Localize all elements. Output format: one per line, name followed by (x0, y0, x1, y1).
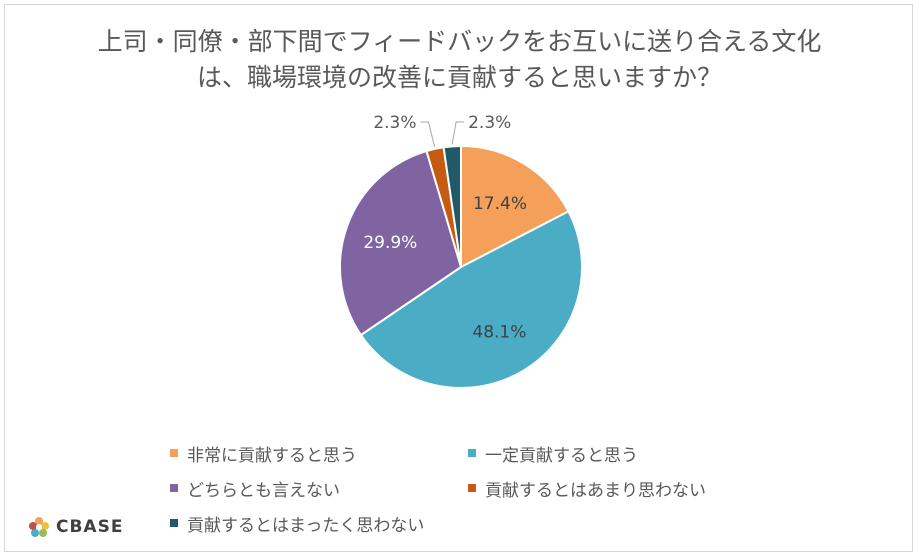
legend-label: どちらとも言えない (187, 480, 340, 501)
logo-text: CBASE (56, 517, 124, 537)
legend-item-neither: どちらとも言えない (170, 475, 340, 501)
cbase-logo-icon (29, 517, 49, 537)
legend-label: 貢献するとはあまり思わない (485, 480, 706, 501)
slice-not-at-all (442, 144, 462, 268)
slice-neither (339, 149, 463, 337)
cbase-logo: CBASE (28, 516, 123, 538)
legend-swatch (468, 449, 476, 457)
data-label-neither: 29.9% (363, 233, 417, 253)
chart-title-line-2: は、職場環境の改善に貢献すると思いますか？ (196, 63, 722, 92)
chart-title: 上司・同僚・部下間でフィードバックをお互いに送り合える文化 は、職場環境の改善に… (0, 24, 919, 96)
data-label-not-at-all: 2.3% (468, 113, 511, 133)
leader-line-not-at-all (451, 121, 465, 145)
slice-very-contribute (460, 144, 570, 269)
leader-line-not-much (420, 121, 436, 147)
legend-item-very-contribute: 非常に貢献すると思う (170, 440, 357, 466)
data-label-somewhat-contribute: 48.1% (472, 322, 526, 342)
legend-swatch (170, 449, 178, 457)
legend-label: 一定貢献すると思う (485, 445, 638, 466)
legend-label: 非常に貢献すると思う (187, 445, 357, 466)
legend-item-not-much: 貢献するとはあまり思わない (468, 475, 706, 501)
data-label-not-much: 2.3% (373, 113, 416, 133)
legend-swatch (170, 519, 178, 527)
chart-title-line-1: 上司・同僚・部下間でフィードバックをお互いに送り合える文化 (97, 27, 822, 56)
legend-swatch (468, 484, 476, 492)
slice-somewhat-contribute (359, 210, 583, 389)
legend-label: 貢献するとはまったく思わない (187, 515, 425, 536)
legend-swatch (170, 484, 178, 492)
data-label-very-contribute: 17.4% (473, 194, 527, 214)
legend-item-somewhat-contribute: 一定貢献すると思う (468, 440, 638, 466)
legend-item-not-at-all: 貢献するとはまったく思わない (170, 510, 424, 536)
